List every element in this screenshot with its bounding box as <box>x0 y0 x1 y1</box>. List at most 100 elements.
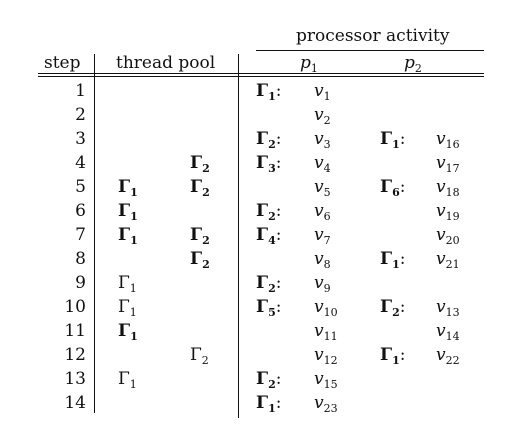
gamma-subscript: 2 <box>268 138 276 151</box>
v-symbol: v <box>314 177 324 197</box>
v-subscript: 16 <box>445 138 460 151</box>
gamma-subscript: 3 <box>268 162 276 175</box>
gamma-symbol: Γ <box>380 345 393 365</box>
p1-node: v23 <box>314 393 338 419</box>
p2-thread: Γ2: <box>380 297 405 323</box>
v-subscript: 14 <box>445 330 460 343</box>
gamma-symbol: Γ <box>118 321 131 341</box>
p1-node: v11 <box>314 321 338 347</box>
step-divider-body <box>94 77 95 413</box>
gamma-subscript: 1 <box>130 330 138 343</box>
p1-node: v7 <box>314 225 331 251</box>
pool-thread-1: Γ1 <box>118 321 138 347</box>
p1-header: p1 <box>300 53 318 75</box>
v-subscript: 15 <box>323 378 338 391</box>
p2-node: v16 <box>436 129 460 155</box>
v-subscript: 9 <box>323 282 331 295</box>
gamma-subscript: 1 <box>130 234 138 247</box>
v-subscript: 22 <box>445 354 460 367</box>
p1-colon: : <box>275 225 282 245</box>
v-subscript: 1 <box>323 90 331 103</box>
p2-thread: Γ1: <box>380 345 405 371</box>
gamma-symbol: Γ <box>118 273 130 293</box>
gamma-subscript: 2 <box>268 378 276 391</box>
p1-thread: Γ5: <box>256 297 281 323</box>
gamma-subscript: 6 <box>392 186 400 199</box>
v-subscript: 10 <box>323 306 338 319</box>
p1-thread: Γ2: <box>256 129 281 155</box>
p2-node: v20 <box>436 225 460 251</box>
gamma-subscript: 1 <box>130 186 138 199</box>
p2-thread: Γ1: <box>380 249 405 275</box>
step-number: 12 <box>64 345 86 365</box>
step-number: 5 <box>75 177 86 197</box>
p2-colon: : <box>399 177 406 197</box>
v-symbol: v <box>314 129 324 149</box>
gamma-subscript: 2 <box>268 282 276 295</box>
p1-node: v9 <box>314 273 331 299</box>
v-symbol: v <box>314 225 324 245</box>
gamma-symbol: Γ <box>118 297 130 317</box>
step-number: 1 <box>75 81 86 101</box>
v-subscript: 21 <box>445 258 460 271</box>
group-underline <box>256 50 484 51</box>
gamma-subscript: 1 <box>268 402 276 415</box>
gamma-symbol: Γ <box>190 177 203 197</box>
v-symbol: v <box>436 321 446 341</box>
p1-thread: Γ2: <box>256 369 281 395</box>
v-symbol: v <box>314 297 324 317</box>
p1-node: v3 <box>314 129 331 155</box>
pool-thread-2: Γ2 <box>190 345 209 371</box>
p1-thread: Γ2: <box>256 201 281 227</box>
v-subscript: 23 <box>323 402 338 415</box>
v-symbol: v <box>314 153 324 173</box>
gamma-subscript: 2 <box>392 306 400 319</box>
p2-thread: Γ6: <box>380 177 405 203</box>
v-subscript: 2 <box>323 114 331 127</box>
p1-colon: : <box>275 273 282 293</box>
p2-node: v18 <box>436 177 460 203</box>
v-symbol: v <box>314 345 324 365</box>
processor-activity-header: processor activity <box>296 26 450 46</box>
step-number: 3 <box>75 129 86 149</box>
gamma-subscript: 2 <box>202 234 210 247</box>
gamma-symbol: Γ <box>256 201 269 221</box>
pool-thread-1: Γ1 <box>118 225 138 251</box>
gamma-symbol: Γ <box>256 297 269 317</box>
step-number: 11 <box>64 321 86 341</box>
p1-node: v15 <box>314 369 338 395</box>
gamma-subscript: 1 <box>268 90 276 103</box>
v-symbol: v <box>436 345 446 365</box>
p1-node: v5 <box>314 177 331 203</box>
gamma-symbol: Γ <box>380 177 393 197</box>
p1-thread: Γ2: <box>256 273 281 299</box>
gamma-symbol: Γ <box>190 345 202 365</box>
gamma-symbol: Γ <box>256 153 269 173</box>
p1-colon: : <box>275 153 282 173</box>
p1-colon: : <box>275 81 282 101</box>
pool-thread-2: Γ2 <box>190 177 210 203</box>
pool-thread-1: Γ1 <box>118 201 138 227</box>
gamma-subscript: 2 <box>202 186 210 199</box>
pool-thread-2: Γ2 <box>190 225 210 251</box>
gamma-subscript: 1 <box>392 138 400 151</box>
gamma-symbol: Γ <box>380 297 393 317</box>
step-number: 2 <box>75 105 86 125</box>
p2-node: v14 <box>436 321 460 347</box>
p1-node: v10 <box>314 297 338 323</box>
p1-node: v1 <box>314 81 331 107</box>
step-header: step <box>44 53 81 73</box>
p2-thread: Γ1: <box>380 129 405 155</box>
p1-thread: Γ1: <box>256 393 281 419</box>
p1-thread: Γ4: <box>256 225 281 251</box>
pool-thread-2: Γ2 <box>190 153 210 179</box>
gamma-symbol: Γ <box>256 393 269 413</box>
v-subscript: 6 <box>323 210 331 223</box>
gamma-subscript: 2 <box>268 210 276 223</box>
step-number: 13 <box>64 369 86 389</box>
p1-node: v2 <box>314 105 331 131</box>
p2-node: v22 <box>436 345 460 371</box>
p2-node: v19 <box>436 201 460 227</box>
gamma-subscript: 2 <box>202 162 210 175</box>
schedule-table: processor activity step thread pool p1 p… <box>38 26 484 418</box>
